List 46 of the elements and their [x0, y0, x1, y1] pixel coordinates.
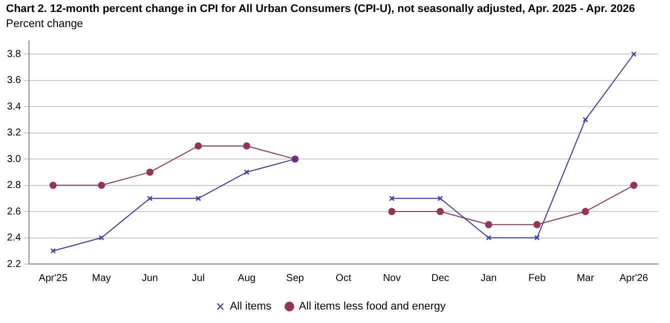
point	[534, 235, 540, 240]
point	[533, 221, 541, 228]
x-tick-label: Oct	[336, 272, 352, 284]
point	[436, 208, 444, 216]
x-tick-label: Apr'26	[620, 272, 649, 284]
point	[485, 221, 492, 228]
y-tick-label: 2.2	[6, 258, 22, 270]
y-tick-label: 3.2	[6, 128, 22, 139]
point	[194, 142, 202, 150]
point	[98, 182, 106, 189]
point	[438, 196, 443, 202]
point	[582, 116, 588, 122]
x-tick-label: Apr'25	[38, 272, 68, 284]
point	[630, 182, 638, 189]
point	[196, 196, 201, 202]
x-tick-label: Jan	[480, 272, 497, 284]
x-tick-label: Sep	[286, 272, 304, 284]
y-tick-label: 2.6	[6, 206, 22, 218]
y-tick-label: 3.0	[6, 154, 22, 165]
x-tick-label: Aug	[238, 272, 256, 284]
y-tick-label: 2.8	[6, 180, 22, 192]
point	[582, 208, 590, 216]
point	[244, 169, 250, 175]
x-tick-label: Feb	[528, 272, 546, 284]
y-tick-label: 2.4	[6, 232, 22, 244]
point	[243, 142, 250, 150]
x-tick-label: Jul	[192, 272, 205, 284]
x-tick-label: May	[92, 272, 111, 284]
x-tick-label: Nov	[382, 272, 401, 284]
x-tick-label: Dec	[431, 272, 450, 284]
point	[98, 235, 104, 240]
point	[146, 168, 154, 176]
x-tick-label: Mar	[576, 272, 595, 284]
y-tick-label: 3.8	[6, 48, 22, 60]
point	[50, 182, 57, 189]
legend-label: All items less food and energy	[298, 300, 446, 313]
chart-title: Chart 2. 12-month percent change in CPI for All Urban Consumers (CPI-U), not seasonally adjusted, Apr. 2025 - Apr. 2026	[6, 3, 635, 15]
point	[388, 208, 396, 216]
y-tick-label: 3.4	[6, 101, 22, 112]
y-tick-label: 3.6	[6, 75, 22, 86]
point	[389, 196, 395, 202]
point	[147, 196, 153, 202]
y-axis-title: Percent change	[6, 18, 84, 30]
point	[486, 235, 492, 240]
legend-label: All items	[230, 300, 272, 313]
x-tick-label: Jun	[142, 272, 158, 284]
